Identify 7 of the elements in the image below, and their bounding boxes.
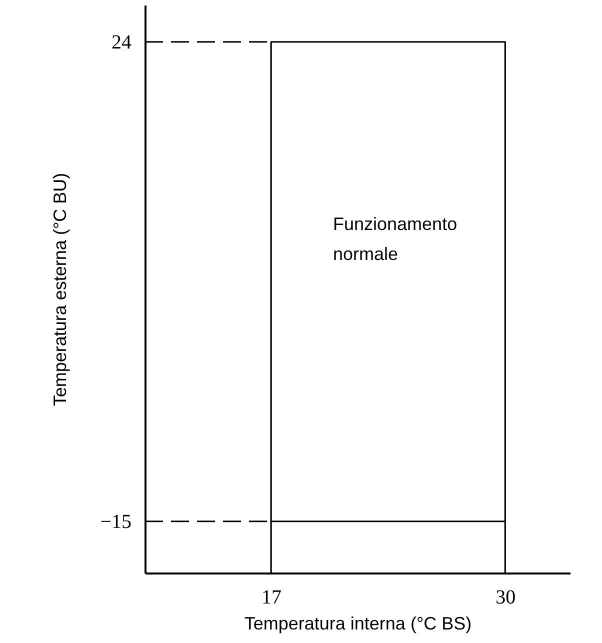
x-tick-label: 30	[496, 586, 516, 608]
x-axis-title: Temperatura interna (°C BS)	[244, 614, 472, 634]
x-tick-label: 17	[262, 586, 282, 608]
y-tick-label: −15	[100, 510, 132, 533]
y-tick-label: 24	[112, 31, 132, 54]
y-axis-title: Temperatura esterna (°C BU)	[50, 172, 70, 406]
annotation: Funzionamento normale	[333, 214, 458, 264]
